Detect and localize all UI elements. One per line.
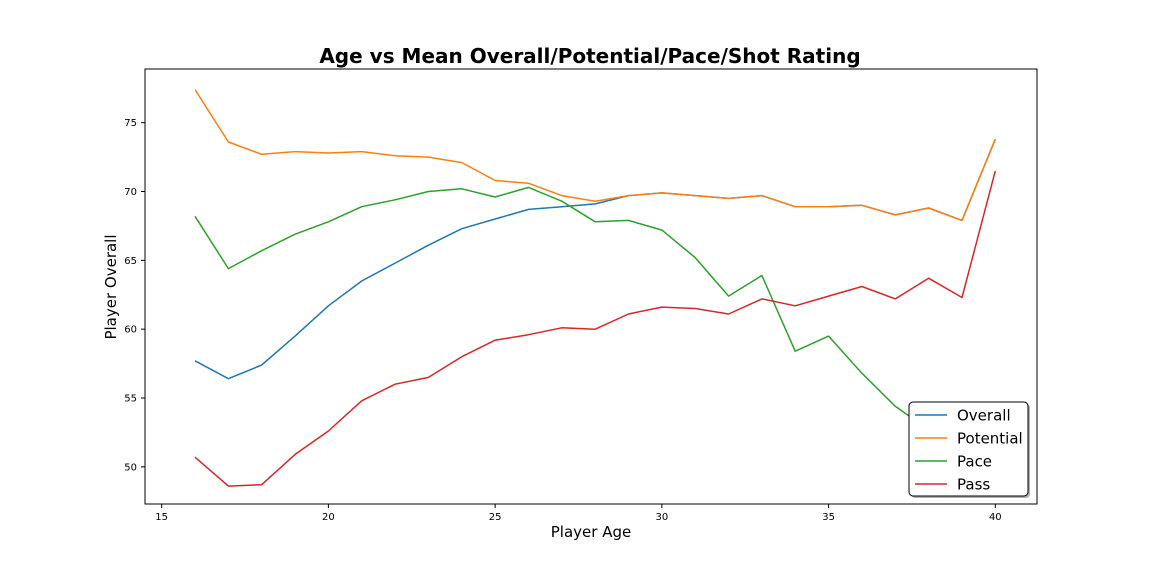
series-line-overall — [194, 138, 996, 380]
plot-area — [194, 89, 997, 487]
x-axis-label: Player Age — [551, 523, 631, 541]
series-line-pace — [194, 186, 996, 431]
y-axis: 50 55 60 65 70 75 — [124, 118, 145, 473]
y-tick-label: 70 — [124, 187, 137, 198]
chart-title: Age vs Mean Overall/Potential/Pace/Shot … — [319, 44, 860, 68]
x-tick-label: 40 — [989, 512, 1002, 523]
y-axis-label: Player Overall — [102, 234, 120, 339]
x-axis: 15 20 25 30 35 40 — [155, 504, 1002, 523]
legend-box — [908, 401, 1029, 497]
y-tick-label: 75 — [124, 118, 137, 129]
x-tick-label: 25 — [489, 512, 502, 523]
series-line-potential — [194, 89, 996, 222]
legend-label-pass: Pass — [957, 476, 990, 494]
x-tick-label: 35 — [822, 512, 835, 523]
x-tick-label: 30 — [655, 512, 668, 523]
series-line-pass — [194, 170, 997, 487]
y-tick-label: 55 — [124, 394, 137, 405]
x-tick-label: 20 — [322, 512, 335, 523]
legend-label-pace: Pace — [957, 453, 992, 471]
plot-frame — [144, 68, 1038, 505]
y-tick-label: 50 — [124, 462, 137, 473]
y-tick-label: 65 — [124, 256, 137, 267]
x-tick-label: 15 — [155, 512, 168, 523]
legend-label-overall: Overall — [957, 407, 1011, 425]
legend-label-potential: Potential — [957, 430, 1023, 448]
y-tick-label: 60 — [124, 325, 137, 336]
legend: Overall Potential Pace Pass — [908, 401, 1030, 498]
